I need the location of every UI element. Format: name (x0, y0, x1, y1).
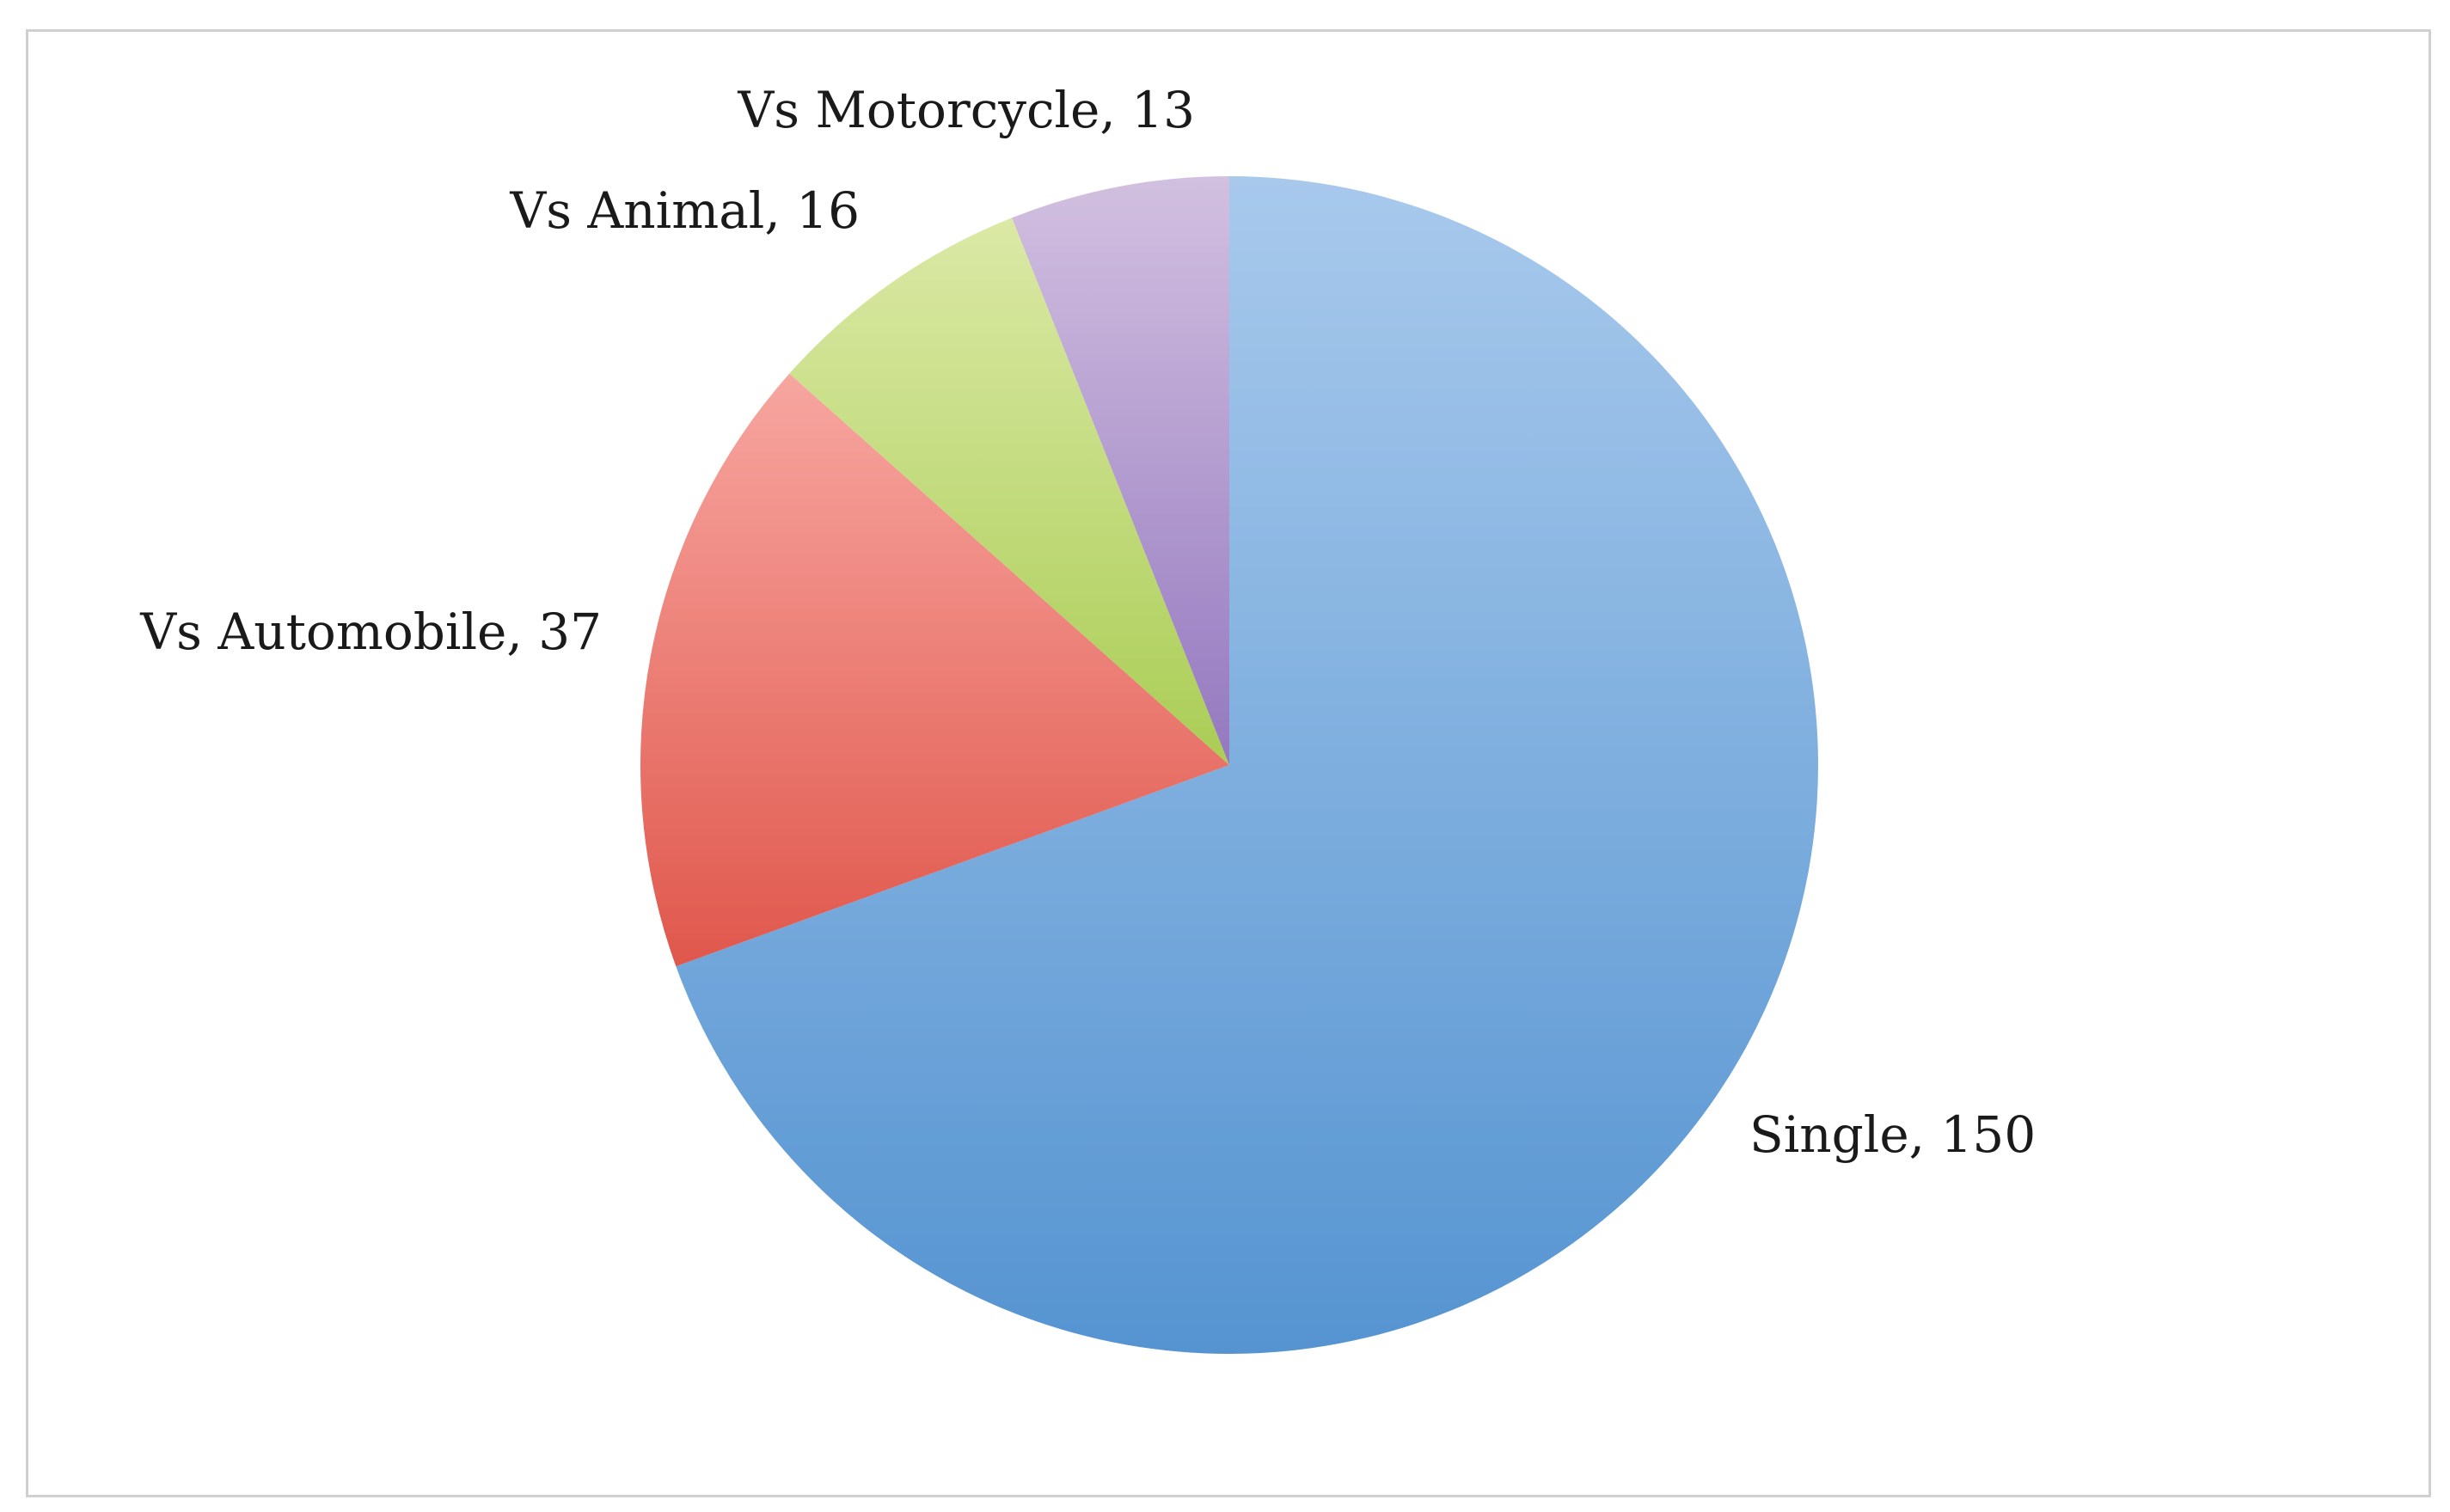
pie-label-vs-motorcycle: Vs Motorcycle, 13 (737, 81, 1195, 139)
pie-slices (640, 176, 1818, 1354)
pie-label-vs-automobile: Vs Automobile, 37 (139, 603, 602, 661)
pie-label-vs-animal: Vs Animal, 16 (509, 181, 860, 240)
pie-slice-vs-motorcycle (1012, 176, 1229, 765)
pie-slice-vs-automobile (640, 373, 1229, 967)
pie-slice-single (676, 176, 1818, 1354)
pie-slice-vs-animal (789, 217, 1229, 765)
pie-label-single: Single, 150 (1749, 1105, 2036, 1164)
pie-labels: Single, 150 Vs Automobile, 37 Vs Animal, 1… (139, 81, 2036, 1164)
